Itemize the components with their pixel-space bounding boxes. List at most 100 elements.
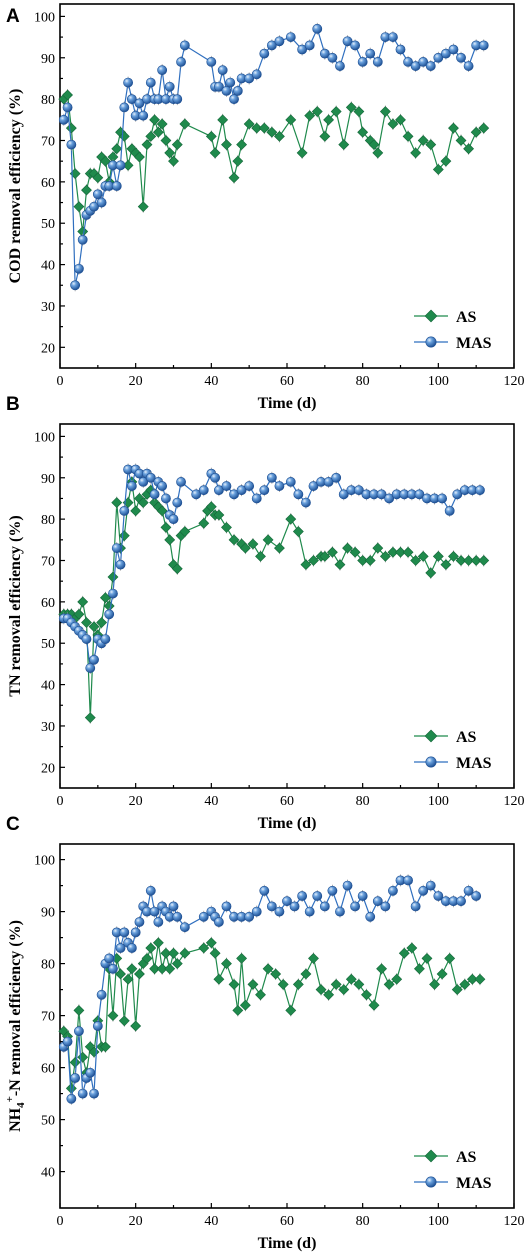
data-point-mas [172,94,183,105]
chart-panel-a: A 0 20 40 60 80 100 120 20 30 40 50 60 70 80 90 100 Time … [6,3,525,412]
plot-frame [59,423,515,789]
data-point-as [126,963,138,975]
data-point-as [111,497,123,509]
data-point-as [444,952,456,964]
legend-marker-mas [425,336,437,348]
data-point-as [209,947,221,959]
data-point-as [387,118,399,130]
data-point-mas [266,901,277,912]
data-point-as [455,135,467,146]
data-point-as [391,973,403,985]
data-point-as [410,555,422,566]
data-point-mas [327,52,338,63]
data-point-as [319,550,331,562]
data-point-mas [251,69,262,80]
series-line-as [63,941,480,1089]
data-point-mas [108,963,118,974]
data-point-as [270,968,282,980]
data-point-mas [456,896,466,907]
data-point-as [130,505,142,517]
data-point-mas [266,40,277,51]
data-point-mas [221,481,232,491]
data-point-mas [229,94,239,105]
data-point-mas [92,1021,103,1031]
data-point-mas [308,481,319,491]
data-point-mas [353,485,364,496]
y-tick-label: 60 [41,1062,55,1077]
data-point-mas [232,85,243,96]
data-point-mas [338,489,349,500]
data-point-as [315,984,327,996]
data-point-as [156,118,168,130]
data-point-mas [70,1073,81,1083]
data-point-as [376,963,388,975]
data-point-mas [285,32,296,42]
data-point-as [432,164,444,175]
data-point-as [137,497,149,509]
data-point-as [330,978,342,990]
y-tick-label: 70 [41,135,55,150]
data-point-as [164,963,176,975]
data-point-as [92,172,104,184]
series-mas [58,463,485,675]
data-point-as [323,114,335,126]
data-point-as [228,978,240,990]
data-point-mas [77,234,88,245]
data-point-mas [444,505,455,516]
y-tick-label: 40 [41,679,55,694]
data-point-as [88,621,100,633]
data-point-as [357,126,369,138]
data-point-mas [77,1088,88,1099]
data-point-mas [342,36,353,47]
data-point-mas [157,481,168,491]
data-point-mas [304,40,315,51]
x-tick-label: 40 [204,1214,218,1229]
x-tick-label: 80 [356,794,370,809]
data-point-as [228,172,240,184]
data-point-mas [452,489,463,500]
data-point-mas [119,102,130,113]
data-point-mas [213,917,224,927]
data-point-as [232,1004,244,1016]
x-tick-label: 20 [129,1214,143,1229]
data-point-as [368,139,380,151]
data-point-as [395,114,406,126]
data-point-as [122,973,134,985]
series-line-as [63,481,484,718]
data-point-as [364,555,376,566]
data-point-mas [89,654,99,665]
y-tick-label: 80 [41,93,55,108]
x-tick-label: 120 [504,794,525,809]
y-tick-label: 20 [41,341,55,356]
data-point-as [425,567,437,579]
data-point-as [69,1056,81,1068]
data-point-mas [440,48,451,59]
data-point-mas [437,493,448,504]
data-point-as [221,139,232,151]
y-tick-label: 30 [41,300,55,315]
data-point-mas [89,201,99,212]
data-point-as [152,126,164,138]
data-point-as [463,555,475,566]
legend-label-mas: MAS [456,755,492,772]
data-point-mas [153,917,164,927]
data-point-mas [66,139,77,150]
data-point-mas [74,1026,84,1037]
y-tick-label: 70 [41,555,55,570]
data-point-as [243,118,255,130]
data-point-mas [198,485,209,496]
data-point-as [205,501,217,513]
data-point-mas [403,875,413,886]
data-point-as [221,958,232,970]
data-point-as [406,942,418,954]
data-point-mas [225,77,236,88]
data-point-as [118,530,130,542]
data-point-as [432,550,444,562]
data-point-as [300,559,312,571]
data-point-mas [251,906,262,917]
series-as [58,475,490,724]
data-point-mas [104,609,115,620]
data-point-as [81,617,92,628]
data-point-mas [81,634,92,644]
series-as [58,89,490,238]
